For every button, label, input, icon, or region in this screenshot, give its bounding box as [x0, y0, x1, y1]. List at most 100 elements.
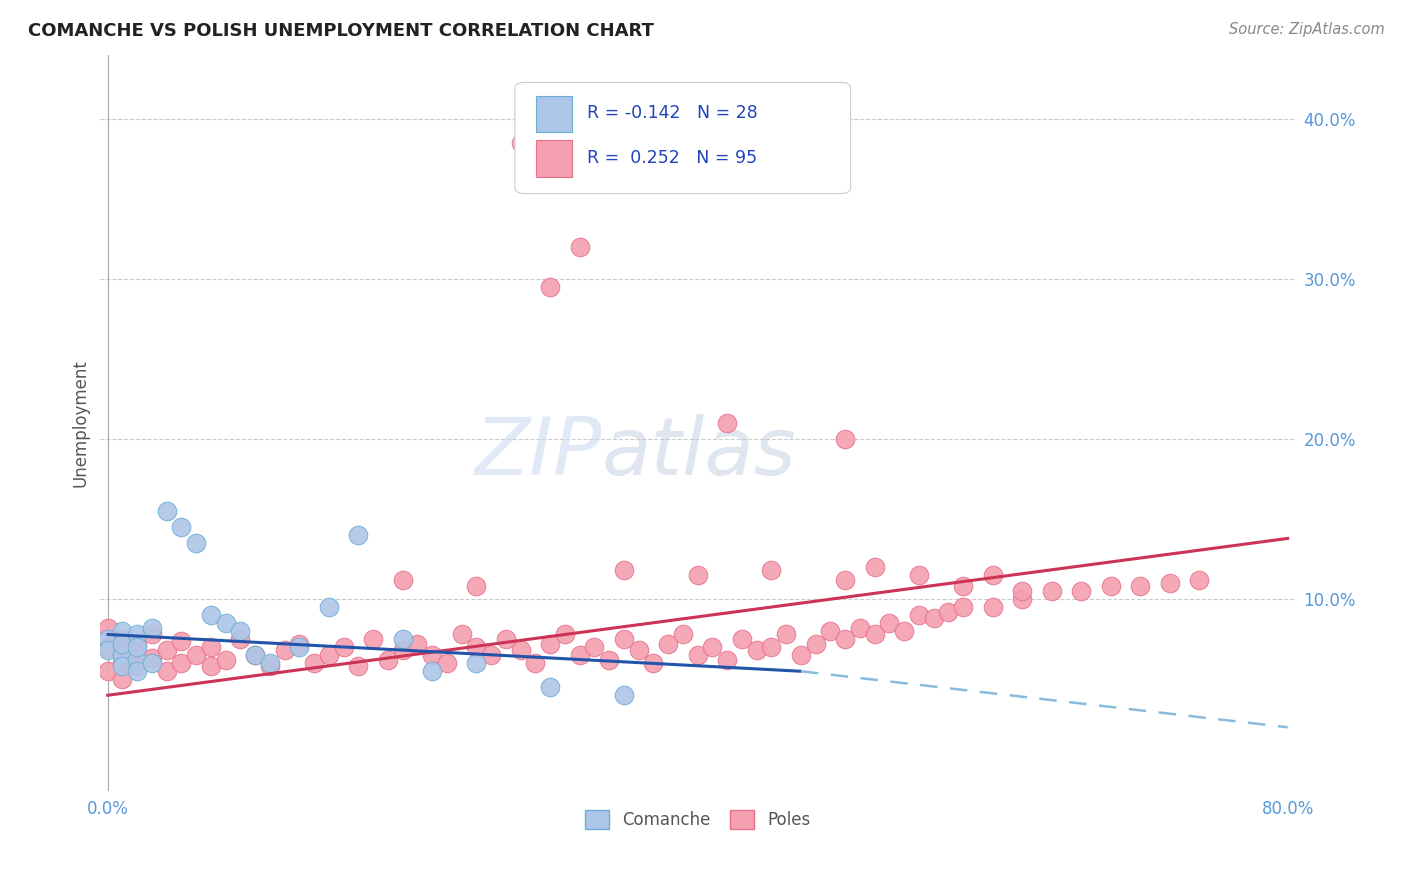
Point [97, 632, 120, 647]
Point [613, 564, 636, 578]
Legend: Comanche, Poles: Comanche, Poles [578, 804, 817, 836]
FancyBboxPatch shape [537, 95, 572, 132]
Point [141, 657, 163, 671]
Point [613, 688, 636, 702]
Point [465, 579, 488, 593]
Point [259, 657, 281, 671]
Point [761, 564, 783, 578]
Point [302, 657, 325, 671]
Text: R =  0.252   N = 95: R = 0.252 N = 95 [586, 149, 756, 167]
Point [156, 504, 179, 518]
Point [834, 632, 856, 647]
Point [436, 657, 458, 671]
Text: R = -0.142   N = 28: R = -0.142 N = 28 [586, 103, 758, 121]
Point [111, 643, 134, 657]
Point [111, 659, 134, 673]
Text: Source: ZipAtlas.com: Source: ZipAtlas.com [1229, 22, 1385, 37]
Point [538, 280, 561, 294]
Point [952, 600, 974, 615]
Point [245, 648, 267, 663]
Point [981, 568, 1004, 582]
Point [347, 659, 370, 673]
Point [97, 621, 120, 635]
Point [643, 657, 665, 671]
Point [849, 621, 872, 635]
Point [97, 640, 120, 655]
Point [273, 643, 295, 657]
Point [127, 665, 149, 679]
Point [1159, 576, 1181, 591]
Point [922, 611, 945, 625]
Point [554, 627, 576, 641]
Point [347, 528, 370, 542]
Point [127, 640, 149, 655]
Point [686, 568, 709, 582]
Point [1011, 584, 1033, 599]
Point [111, 657, 134, 671]
Point [200, 659, 222, 673]
Point [127, 627, 149, 641]
Point [156, 665, 179, 679]
Point [97, 665, 120, 679]
Point [790, 648, 813, 663]
Point [111, 648, 134, 663]
Point [863, 560, 886, 574]
Point [1040, 584, 1063, 599]
Point [524, 657, 547, 671]
Point [450, 627, 472, 641]
Text: ZIP: ZIP [475, 414, 602, 491]
Point [657, 637, 679, 651]
Point [170, 520, 193, 534]
Point [215, 616, 238, 631]
Point [834, 573, 856, 587]
Point [820, 624, 842, 639]
Text: atlas: atlas [602, 414, 797, 491]
Point [229, 632, 252, 647]
Point [761, 640, 783, 655]
Point [509, 136, 531, 150]
Point [406, 637, 429, 651]
Point [318, 648, 340, 663]
Point [716, 653, 738, 667]
Point [97, 643, 120, 657]
Point [952, 579, 974, 593]
Point [495, 632, 517, 647]
Point [509, 643, 531, 657]
Point [879, 616, 901, 631]
Point [702, 640, 724, 655]
Point [1188, 573, 1211, 587]
Point [908, 608, 931, 623]
Point [127, 648, 149, 663]
Point [775, 627, 797, 641]
Point [111, 624, 134, 639]
Point [1129, 579, 1152, 593]
Point [141, 651, 163, 665]
Point [391, 632, 413, 647]
Text: COMANCHE VS POLISH UNEMPLOYMENT CORRELATION CHART: COMANCHE VS POLISH UNEMPLOYMENT CORRELAT… [28, 22, 654, 40]
Point [141, 627, 163, 641]
Point [863, 627, 886, 641]
Point [186, 648, 208, 663]
Point [127, 659, 149, 673]
Point [834, 432, 856, 446]
Point [583, 640, 606, 655]
Point [1099, 579, 1122, 593]
Point [613, 632, 636, 647]
Point [1070, 584, 1092, 599]
Point [908, 568, 931, 582]
Point [479, 648, 502, 663]
Point [111, 673, 134, 687]
Point [186, 536, 208, 550]
Point [377, 653, 399, 667]
Point [686, 648, 709, 663]
Point [568, 648, 591, 663]
Point [288, 637, 311, 651]
Point [318, 600, 340, 615]
Point [229, 624, 252, 639]
Point [538, 637, 561, 651]
Point [1011, 592, 1033, 607]
Point [716, 416, 738, 430]
Point [361, 632, 384, 647]
Point [538, 680, 561, 694]
Point [245, 648, 267, 663]
